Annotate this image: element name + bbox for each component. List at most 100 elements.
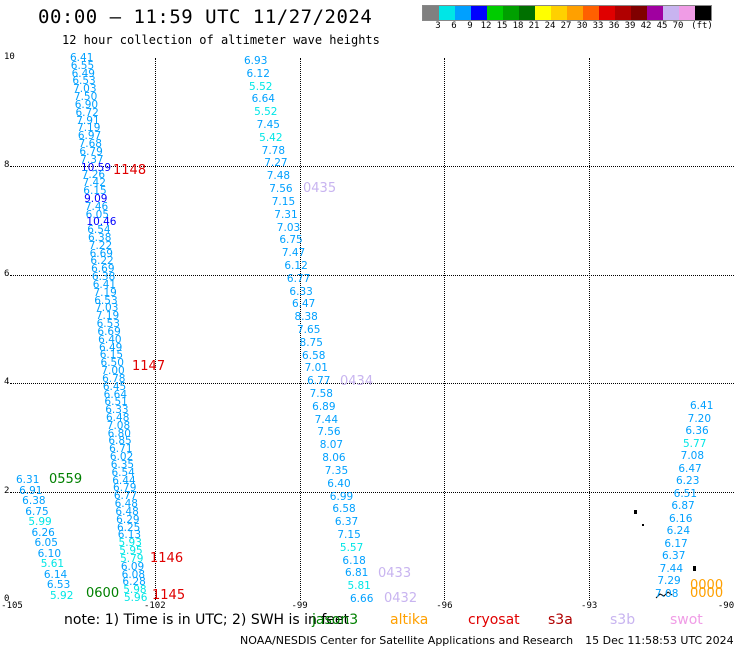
wave-height-value: 7.03 — [276, 221, 301, 234]
grid-line — [444, 58, 446, 600]
pass-time-label: 1148 — [113, 163, 147, 178]
y-tick-label: 0 — [4, 594, 10, 604]
wave-height-value: 7.56 — [317, 426, 341, 439]
wave-height-value: 5.57 — [339, 541, 364, 554]
satellite-name: s3b — [610, 612, 636, 628]
pass-time-label: 0432 — [384, 591, 418, 606]
wave-height-value: 7.00 — [101, 365, 125, 378]
wave-height-value: 6.38 — [91, 271, 116, 284]
wave-height-value: 7.58 — [309, 388, 333, 401]
wave-height-value: 6.64 — [251, 93, 275, 106]
wave-height-value: 6.22 — [90, 255, 114, 268]
wave-height-value: 7.56 — [269, 183, 293, 196]
wave-height-value: 6.91 — [19, 484, 43, 497]
wave-height-value: 6.54 — [111, 466, 135, 479]
wave-height-value: 6.15 — [83, 185, 107, 198]
wave-height-value: 6.75 — [25, 505, 49, 518]
wave-height-value: 6.24 — [666, 525, 691, 538]
wave-height-value: 6.79 — [113, 482, 137, 495]
x-tick-label: -96 — [436, 601, 453, 611]
wave-height-value: 6.33 — [289, 285, 313, 298]
wave-height-value: 6.38 — [88, 232, 112, 244]
legend-label: 27 — [560, 21, 572, 31]
footer-note: note: 1) Time is in UTC; 2) SWH is in fe… — [64, 612, 350, 628]
wave-height-value: 6.47 — [291, 298, 316, 311]
satellite-name: altika — [390, 612, 429, 628]
grid-line — [154, 58, 156, 600]
wave-height-value: 5.42 — [259, 131, 283, 144]
pass-time-label: 1145 — [152, 588, 186, 603]
legend-swatch — [663, 6, 679, 20]
wave-height-value: 6.87 — [671, 500, 695, 513]
wave-height-value: 5.81 — [347, 580, 371, 593]
pass-time-label: 0000 — [690, 586, 724, 601]
legend-swatch — [471, 6, 487, 20]
wave-height-value: 6.15 — [99, 349, 124, 362]
wave-height-value: 6.48 — [106, 412, 130, 424]
wave-height-value: 6.41 — [92, 278, 117, 291]
wave-height-value: 7.91 — [76, 114, 100, 127]
wave-height-value: 6.77 — [307, 375, 331, 388]
wave-height-value: 7.65 — [297, 324, 321, 336]
credit-text: NOAA/NESDIS Center for Satellite Applica… — [240, 634, 574, 647]
wave-height-value: 5.79 — [120, 552, 144, 565]
legend-swatch — [631, 6, 647, 20]
grid-line — [10, 166, 734, 168]
wave-height-value: 7.08 — [680, 450, 705, 463]
wave-height-value: 6.55 — [70, 59, 95, 72]
pass-time-label: 0559 — [49, 472, 83, 487]
wave-height-value: 6.69 — [97, 325, 121, 338]
wave-height-value: 6.13 — [117, 529, 142, 542]
x-tick-label: -93 — [581, 601, 598, 611]
page-title: 00:00 – 11:59 UTC 11/27/2024 — [38, 6, 373, 28]
wave-height-value: 6.53 — [94, 294, 118, 307]
wave-height-value: 8.75 — [299, 336, 323, 349]
wave-height-value: 6.17 — [664, 537, 688, 550]
satellite-name: s3a — [548, 612, 573, 628]
wave-height-value: 6.77 — [286, 272, 311, 285]
coastline-mark — [655, 591, 673, 599]
wave-height-value: 7.29 — [657, 575, 681, 588]
wave-height-value: 5.52 — [249, 80, 273, 93]
wave-height-value: 5.99 — [28, 516, 52, 529]
wave-height-value: 5.92 — [50, 590, 74, 602]
wave-height-value: 6.35 — [110, 458, 135, 471]
wave-height-value: 6.05 — [34, 537, 58, 550]
pass-time-label: 1147 — [132, 359, 166, 374]
wave-height-value: 7.08 — [655, 588, 679, 600]
wave-height-value: 7.45 — [256, 119, 280, 132]
wave-height-value: 6.97 — [77, 130, 102, 143]
wave-height-value: 6.48 — [114, 498, 138, 511]
wave-height-value: 6.38 — [22, 495, 46, 508]
color-legend — [422, 5, 712, 21]
wave-height-value: 6.33 — [105, 404, 129, 417]
wave-height-value: 6.69 — [89, 247, 113, 260]
x-tick-label: -99 — [291, 601, 308, 611]
wave-height-value: 8.38 — [294, 311, 318, 324]
y-tick-label: 6 — [4, 268, 10, 279]
island-mark — [642, 524, 644, 526]
wave-height-value: 5.52 — [254, 106, 278, 119]
wave-height-value: 6.23 — [676, 475, 700, 488]
legend-swatch — [519, 6, 535, 20]
wave-height-value: 7.78 — [261, 144, 286, 157]
wave-height-value: 6.14 — [43, 568, 68, 581]
legend-label: 36 — [608, 21, 620, 31]
wave-height-value: 6.78 — [102, 372, 126, 385]
satellite-name: swot — [670, 612, 703, 628]
wave-height-value: 7.46 — [84, 200, 109, 213]
wave-height-value: 7.31 — [274, 208, 298, 221]
wave-height-value: 7.03 — [95, 302, 119, 315]
wave-height-value: 6.53 — [96, 318, 120, 331]
x-tick-label: -90 — [717, 601, 735, 611]
wave-height-value: 5.93 — [118, 537, 142, 550]
wave-height-value: 7.44 — [314, 413, 339, 426]
legend-label: 9 — [467, 21, 473, 31]
wave-height-value: 8.07 — [319, 439, 344, 452]
wave-height-value: 6.53 — [72, 75, 96, 88]
legend-label: 70 — [672, 21, 684, 31]
wave-height-value: 6.25 — [116, 521, 141, 534]
wave-height-value: 6.66 — [350, 593, 374, 605]
wave-height-value: 6.26 — [31, 526, 55, 539]
pass-time-label: 0600 — [86, 586, 120, 601]
